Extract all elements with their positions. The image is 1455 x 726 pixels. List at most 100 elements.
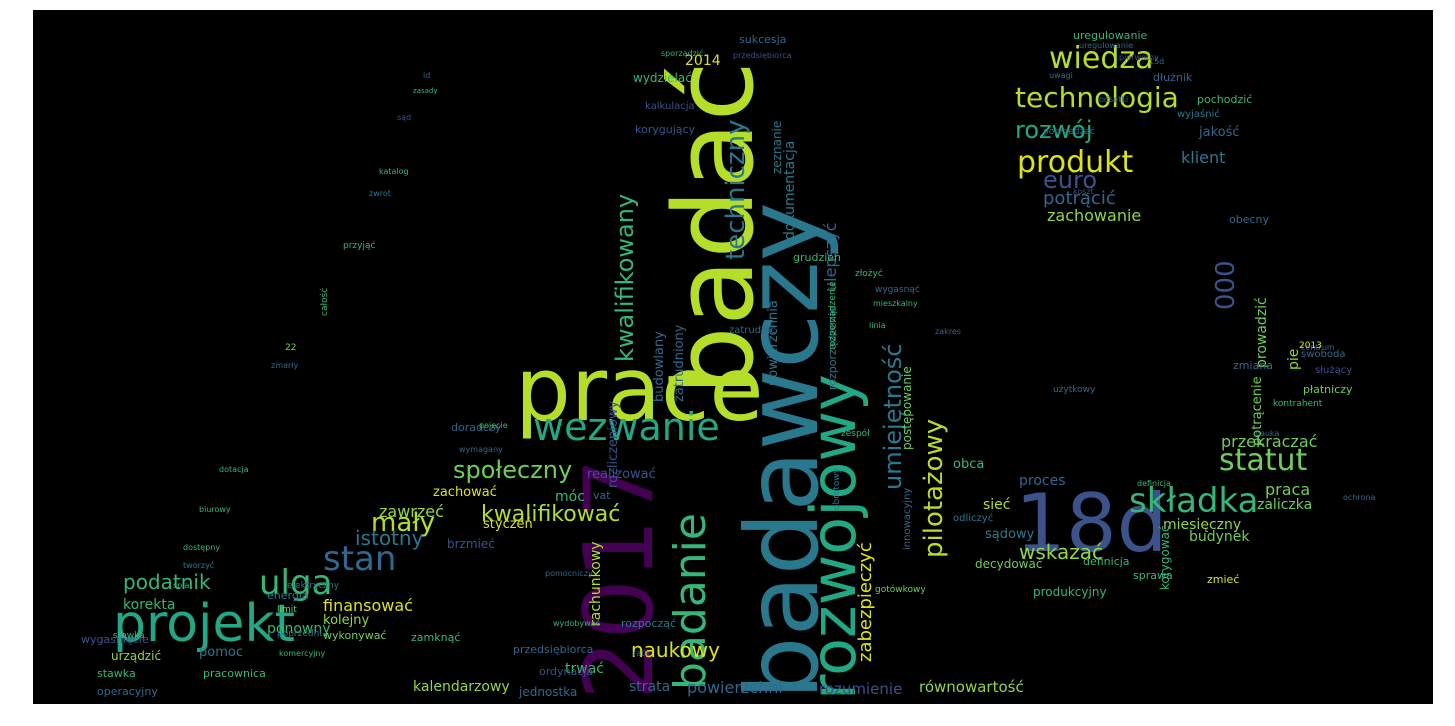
word-brzmiec: brzmieć <box>447 537 495 551</box>
word-euro: euro <box>1043 166 1097 194</box>
word-zmiana: zmiana <box>1233 359 1273 372</box>
word-korygujacy: korygujący <box>635 123 696 136</box>
word-ponowny: ponowny <box>267 621 331 637</box>
small-word: rozporządzenie <box>828 281 838 350</box>
word-moc: móc <box>555 489 585 505</box>
word-prowadzic: prowadzić <box>1254 297 1270 368</box>
small-word: elektryczny <box>287 581 340 591</box>
word-strata: strata <box>629 679 671 695</box>
word-finansowac: finansować <box>323 596 413 615</box>
small-word: pomocniczy <box>545 569 593 578</box>
word-zmiec: zmieć <box>1207 573 1240 586</box>
small-word: wygasnąć <box>875 285 920 295</box>
word-trwac: trwać <box>565 661 604 677</box>
small-word: spiat <box>173 581 193 590</box>
small-word: zakres <box>935 327 961 336</box>
word-zaliczka: zaliczka <box>1257 497 1313 513</box>
word-zabezpieczyc: zabezpieczyć <box>855 542 876 662</box>
word-naukowy: naukowy <box>631 638 720 662</box>
word-stan: stan <box>323 539 397 579</box>
word-wezwanie: wezwanie <box>533 405 720 449</box>
small-word: obrotowy <box>832 468 842 510</box>
word-zatrudnic: zatrudnić <box>729 325 776 336</box>
small-word: rata <box>633 649 650 658</box>
word-powierzchni: powierzchni <box>687 678 783 697</box>
word-rachunkowy: rachunkowy <box>588 541 604 626</box>
word-operacyjny: operacyjny <box>97 685 158 698</box>
word-rozpoczac: rozpocząć <box>621 617 677 630</box>
small-word: wymagany <box>459 445 503 454</box>
small-word: poprzedzać <box>1043 127 1095 137</box>
word-realizowac: realizować <box>587 467 656 482</box>
small-word: zmarły <box>271 361 299 370</box>
small-word: definicja <box>1137 479 1171 488</box>
small-word: katalog <box>379 167 409 176</box>
small-word: złożyć <box>855 269 883 279</box>
small-word: uwagi <box>1049 71 1073 80</box>
small-word: limit <box>277 605 297 615</box>
word-wydzielac: wydzielać <box>633 71 692 85</box>
word-zawrzec: zawrzeć <box>379 502 444 521</box>
word-decydowac: decydować <box>975 557 1043 571</box>
word-wygasniecie: wygaśnięcie <box>81 633 149 646</box>
word-dluznik: dłużnik <box>1153 71 1193 84</box>
word-przekraczac: przekraczać <box>1221 432 1318 451</box>
small-word: 15d <box>1149 57 1165 66</box>
small-word: odsetki <box>1099 95 1129 104</box>
word-doradczy: doradczy <box>451 421 502 434</box>
small-word: zwrot <box>369 189 391 198</box>
word-jednostka: jednostka <box>519 685 578 699</box>
word-jakosc: jakość <box>1199 125 1240 140</box>
small-word: użytkowy <box>1053 385 1096 395</box>
word-dokumentacja: dokumentacja <box>782 140 798 240</box>
word-innowacyjny: innowacyjny <box>902 487 913 550</box>
word-stawka: stawka <box>97 667 136 680</box>
word-sluzacy: służący <box>1315 365 1353 376</box>
word-potracic: potrącić <box>1043 188 1116 209</box>
small-word: ochrona <box>1343 493 1376 502</box>
word-pracownica: pracownica <box>203 667 266 680</box>
word-zatrudniony: zatrudniony <box>672 324 687 402</box>
word-kalendarzowy: kalendarzowy <box>413 679 510 695</box>
word-budowlany: budowlany <box>652 331 667 402</box>
word-sadowy: sądowy <box>985 527 1035 542</box>
word-platniczy: płatniczy <box>1303 383 1353 396</box>
word-siec: sieć <box>983 497 1011 513</box>
small-word: pierwotny <box>1119 53 1159 62</box>
word-proces: proces <box>1019 473 1066 489</box>
word-wyjasnic: wyjaśnić <box>1177 109 1220 120</box>
small-word: nauka <box>1255 429 1280 438</box>
word-kwalifikowany: kwalifikowany <box>611 193 639 362</box>
small-word: poprzedni <box>277 629 322 639</box>
word-rozliczeniowy: rozliczeniowy <box>606 400 621 488</box>
small-word: 2013 <box>1299 341 1322 351</box>
word-vat: vat <box>593 489 611 502</box>
word-produkt: produkt <box>1017 145 1134 180</box>
small-word: sporządzić <box>661 49 704 58</box>
word-wskazac: wskazać <box>1019 540 1104 564</box>
word-sprawa: sprawa <box>1133 569 1173 582</box>
word-ulga: ulga <box>259 563 333 603</box>
word-korekta: korekta <box>123 597 176 613</box>
small-word: tworzyć <box>183 561 215 570</box>
word-badanie: badanie <box>665 513 716 690</box>
small-word: przyjąć <box>343 241 376 251</box>
word-rownowartosc: równowartość <box>919 678 1024 696</box>
small-word: przedsiębiorca <box>733 51 792 60</box>
word-zachowac: zachować <box>433 485 497 500</box>
word-powierzchnia: powierzchnia <box>766 300 781 386</box>
word-praca: praca <box>1265 480 1311 499</box>
word-odliczyc: odliczyć <box>953 513 994 524</box>
word-sukcesja: sukcesja <box>739 33 787 46</box>
word-wykonywac: wykonywać <box>323 629 387 642</box>
word-zeznanie: zeznanie <box>770 120 784 174</box>
word-styczen: styczeń <box>483 517 533 532</box>
word-swoboda: swoboda <box>1301 349 1346 360</box>
small-word: wydobywać <box>553 619 600 628</box>
word-cloud: badać badawczy 2017 prace rozwojowy 18d … <box>33 10 1433 704</box>
word-skladka: składka <box>1129 481 1259 521</box>
word-pochodzic: pochodzić <box>1197 93 1253 106</box>
word-kwalifikowac: kwalifikować <box>481 502 621 527</box>
word-wiedza: wiedza <box>1049 41 1154 76</box>
word-technologia: technologia <box>1015 81 1179 114</box>
